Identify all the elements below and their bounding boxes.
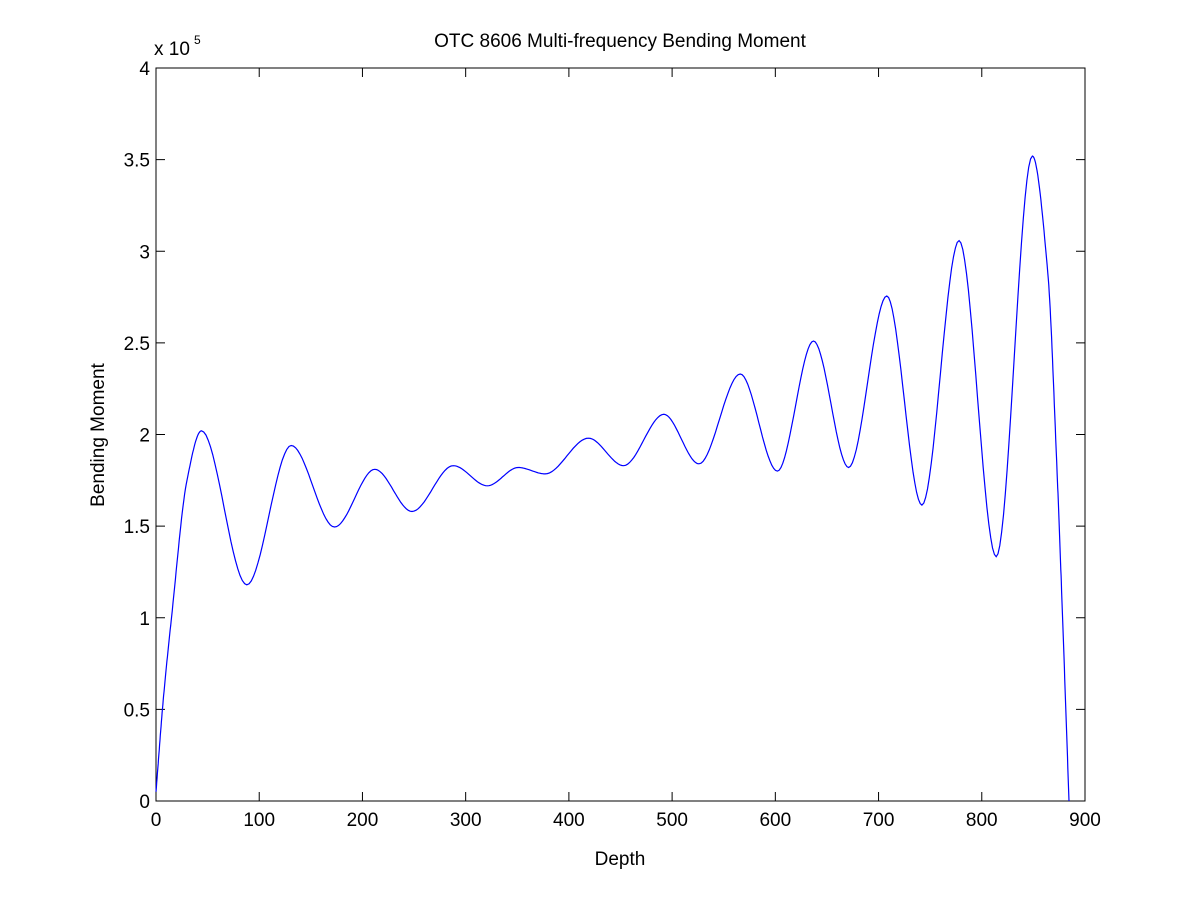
x-tick-label: 700 [863, 810, 895, 831]
x-tick-label: 200 [347, 810, 379, 831]
y-exponent-power: 5 [194, 33, 201, 47]
y-tick-label: 0.5 [124, 700, 150, 721]
x-tick-label: 600 [759, 810, 791, 831]
x-axis-label: Depth [595, 849, 646, 870]
y-tick-label: 3.5 [124, 151, 150, 172]
plot-area [155, 67, 1086, 802]
x-tick-label: 900 [1069, 810, 1101, 831]
y-tick-label: 1.5 [124, 517, 150, 538]
x-tick-label: 800 [966, 810, 998, 831]
y-exponent-label: x 10 5 [154, 33, 201, 60]
x-tick-label: 100 [243, 810, 275, 831]
y-tick-label: 0 [139, 792, 150, 813]
y-tick-label: 2.5 [124, 334, 150, 355]
y-tick-label: 2 [139, 426, 150, 447]
x-axis: 0 100 200 300 400 500 600 700 800 900 [151, 68, 1101, 831]
y-axis-label: Bending Moment [88, 362, 109, 506]
y-tick-label: 1 [139, 609, 150, 630]
series-line-bending-moment [155, 155, 1070, 802]
x-tick-label: 400 [553, 810, 585, 831]
y-exponent-base: x 10 [154, 39, 190, 60]
x-tick-label: 300 [450, 810, 482, 831]
chart-title: OTC 8606 Multi-frequency Bending Moment [434, 31, 806, 52]
y-tick-label: 4 [139, 59, 150, 80]
x-tick-label: 0 [151, 810, 162, 831]
x-tick-label: 500 [656, 810, 688, 831]
y-tick-label: 3 [139, 242, 150, 263]
y-axis: 0 0.5 1 1.5 2 2.5 3 3.5 4 [124, 59, 1085, 813]
